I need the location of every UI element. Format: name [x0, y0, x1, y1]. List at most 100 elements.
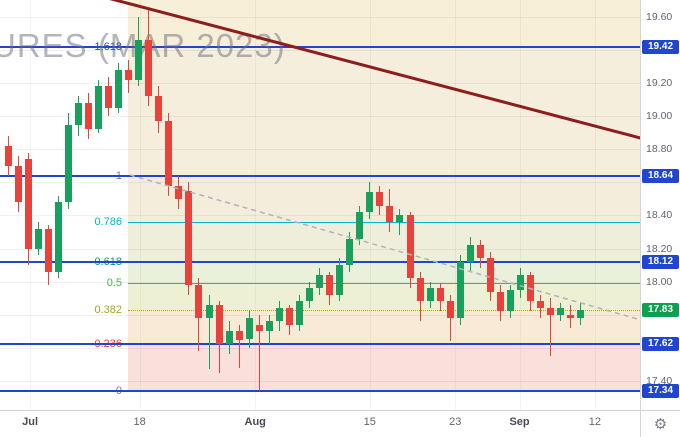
- candle-body: [326, 275, 334, 295]
- price-line-badge: 18.64: [642, 168, 679, 183]
- candle-body: [295, 301, 303, 325]
- candle-body: [426, 288, 434, 302]
- candle-body: [165, 121, 173, 186]
- candle-body: [346, 238, 354, 266]
- gridline-horizontal: [0, 83, 640, 85]
- time-axis[interactable]: ⚙ Jul 18 Aug 15 23 Sep 12: [0, 410, 680, 437]
- fib-band: [128, 222, 640, 262]
- fib-level-line[interactable]: [128, 309, 640, 311]
- price-axis-label: 19.00: [646, 110, 673, 123]
- price-axis[interactable]: 19.60 19.20 19.00 18.80 18.40 18.20 18.00 17.40…: [640, 0, 680, 410]
- fib-level-line[interactable]: [128, 222, 640, 224]
- fib-band: [128, 344, 640, 391]
- fib-level-line[interactable]: [128, 283, 640, 285]
- candles-layer: [4, 10, 585, 391]
- fib-level-label: 0.5: [106, 277, 122, 290]
- candle-body: [496, 291, 504, 312]
- fib-band: [128, 309, 640, 345]
- candle-body: [396, 215, 404, 223]
- candle-wick: [208, 294, 210, 370]
- gridline-horizontal: [0, 17, 640, 19]
- candle-body: [466, 245, 474, 262]
- candle-body: [54, 202, 62, 272]
- gridline-vertical: [139, 0, 141, 410]
- candle-body: [34, 228, 42, 249]
- candle-body: [145, 40, 153, 97]
- fib-band: [128, 261, 640, 284]
- candle-body: [74, 103, 82, 125]
- gridline-vertical: [255, 0, 257, 410]
- settings-gear-icon[interactable]: ⚙: [653, 415, 668, 433]
- price-axis-label: 19.20: [646, 77, 673, 90]
- candle-body: [135, 40, 143, 80]
- price-line-badge: 19.42: [642, 39, 679, 54]
- plot-area[interactable]: URES (MAR 2023) 1.61810.7860.6180.50.382…: [0, 0, 640, 410]
- candle-body: [416, 278, 424, 302]
- candle-body: [185, 190, 193, 285]
- candle-body: [336, 265, 344, 295]
- candle-body: [265, 321, 273, 332]
- candle-body: [255, 324, 263, 332]
- gridline-horizontal: [0, 182, 640, 184]
- candle-body: [125, 69, 133, 80]
- time-axis-label: 18: [133, 416, 146, 428]
- candle-body: [245, 318, 253, 340]
- candle-body: [517, 275, 525, 290]
- candle-body: [115, 69, 123, 108]
- price-axis-label: 18.40: [646, 209, 673, 222]
- axis-settings-corner: ⚙: [640, 411, 680, 437]
- fib-band: [128, 0, 640, 47]
- candle-body: [446, 301, 454, 318]
- candle-body: [486, 258, 494, 292]
- price-axis-label: 19.60: [646, 11, 673, 24]
- trend-lines-layer: [100, 0, 640, 322]
- horizontal-price-line[interactable]: [0, 260, 640, 263]
- candle-body: [215, 304, 223, 345]
- price-line-badge: 18.12: [642, 254, 679, 269]
- candle-body: [306, 288, 313, 302]
- fib-bands-layer: [128, 0, 640, 391]
- candle-body: [235, 331, 243, 340]
- candle-wick: [238, 324, 240, 368]
- candle-body: [44, 228, 52, 272]
- fib-level-label: 0.786: [94, 216, 122, 229]
- candle-body: [275, 308, 283, 322]
- price-lines-layer: [0, 45, 640, 392]
- candle-wick: [258, 314, 260, 391]
- time-axis-label: 12: [588, 416, 602, 428]
- time-axis-label: Sep: [509, 416, 530, 428]
- candle-body: [285, 308, 293, 325]
- candle-body: [175, 185, 183, 199]
- horizontal-price-line[interactable]: [0, 45, 640, 48]
- fib-level-label: 0.382: [94, 303, 122, 316]
- candle-body: [577, 309, 585, 318]
- horizontal-price-line[interactable]: [0, 343, 640, 346]
- dashed-trendline[interactable]: [129, 174, 640, 322]
- fib-band: [128, 175, 640, 223]
- horizontal-price-line[interactable]: [0, 174, 640, 177]
- candle-body: [64, 124, 72, 203]
- gridline-horizontal: [0, 215, 640, 217]
- candle-body: [476, 245, 484, 259]
- candle-body: [195, 284, 203, 318]
- candle-body: [456, 261, 464, 318]
- horizontal-price-line[interactable]: [0, 389, 640, 392]
- candle-body: [205, 304, 213, 318]
- gridline-horizontal: [0, 149, 640, 151]
- candle-body: [225, 331, 233, 345]
- time-axis-label: 15: [363, 416, 376, 428]
- price-axis-label: 18.00: [646, 275, 673, 288]
- fib-band: [128, 283, 640, 310]
- candle-body: [84, 103, 92, 130]
- price-line-badge: 17.34: [642, 383, 679, 398]
- candle-body: [567, 314, 575, 318]
- price-line-badge: 17.62: [642, 337, 679, 352]
- candle-body: [376, 192, 384, 206]
- candle-body: [547, 308, 555, 315]
- downtrend-line[interactable]: [100, 0, 640, 140]
- gridline-vertical: [519, 0, 521, 410]
- price-axis-label: 18.80: [646, 143, 673, 156]
- candle-body: [406, 215, 414, 279]
- candle-body: [4, 146, 12, 166]
